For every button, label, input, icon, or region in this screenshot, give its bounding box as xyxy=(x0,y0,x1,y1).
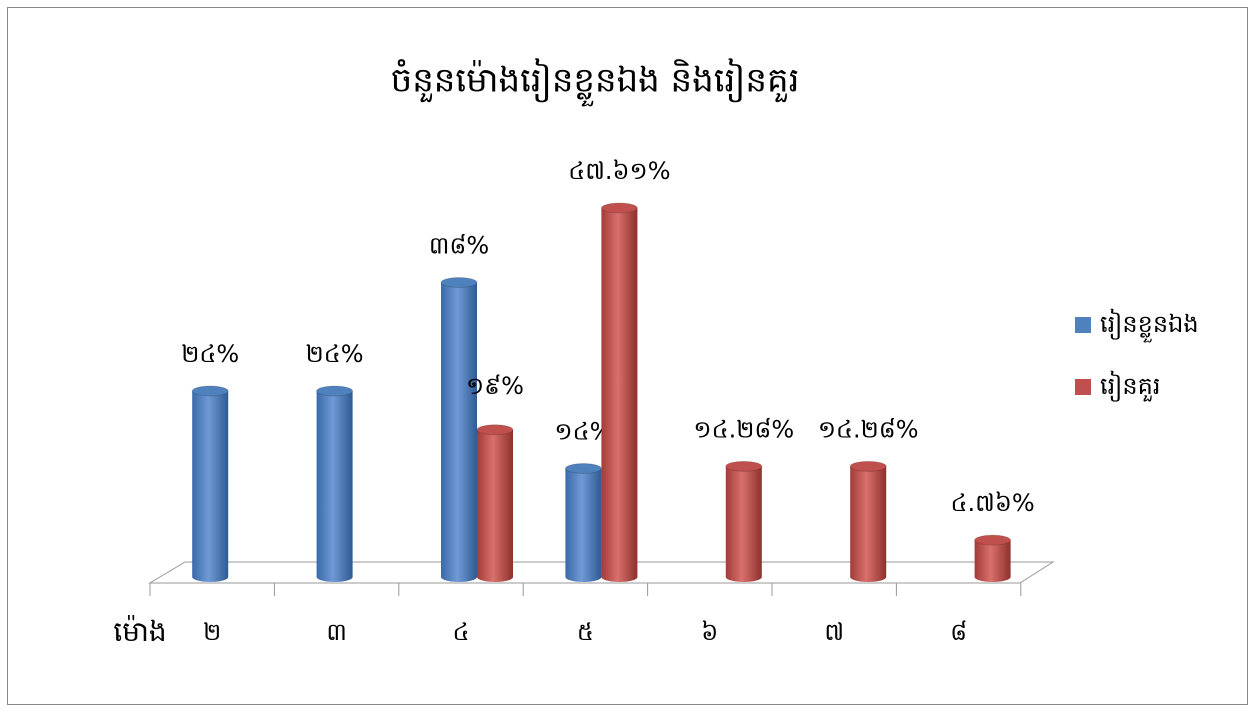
bar-top xyxy=(564,463,602,474)
bar xyxy=(316,385,354,582)
bar xyxy=(849,460,887,582)
bar-body xyxy=(316,391,353,577)
bar xyxy=(476,424,514,582)
data-label: ៤.៧៦% xyxy=(951,489,1035,517)
data-label: ៣៨% xyxy=(429,232,489,260)
data-label: ២៤% xyxy=(306,340,364,368)
bar-bottom xyxy=(601,572,638,582)
bar xyxy=(725,460,763,582)
bar-body xyxy=(601,208,638,577)
bar-bottom xyxy=(316,572,353,582)
legend-swatch xyxy=(1075,317,1091,333)
bar-bottom xyxy=(850,572,887,582)
x-tick-label: ៨ xyxy=(950,618,967,646)
bar-bottom xyxy=(477,572,513,582)
bar-body xyxy=(192,391,229,577)
data-label: ១៤.២៨% xyxy=(818,415,919,443)
x-axis-label: ម៉ោង xyxy=(113,615,166,648)
bar-top xyxy=(849,460,887,472)
bar-top xyxy=(476,424,514,436)
bar-top xyxy=(725,460,763,472)
bar-top xyxy=(316,385,354,397)
bar-top xyxy=(440,277,478,288)
bar-bottom xyxy=(441,572,477,582)
bar-body xyxy=(477,429,513,577)
data-label: ១៤.២៨% xyxy=(693,415,794,443)
bar-bottom xyxy=(192,572,229,582)
bar xyxy=(191,385,229,582)
bar-bottom xyxy=(974,572,1011,582)
bar xyxy=(564,463,602,582)
bar xyxy=(974,534,1012,582)
x-tick-label: ៧ xyxy=(824,618,844,646)
bar-bottom xyxy=(565,572,602,582)
x-tick-label: ២ xyxy=(203,618,221,646)
bar-top xyxy=(974,534,1012,546)
bar xyxy=(600,202,638,582)
legend-swatch xyxy=(1075,379,1091,395)
x-tick-label: ៥ xyxy=(577,618,594,646)
data-label: ១៩% xyxy=(466,372,524,400)
bar-body xyxy=(974,540,1011,577)
x-tick-label: ៣ xyxy=(326,618,347,646)
x-tick-label: ៤ xyxy=(453,618,470,646)
chart-title: ចំនួនម៉ោងរៀនខ្លួនឯង និងរៀនគួរ xyxy=(391,58,800,107)
bar-body xyxy=(850,466,887,577)
legend-label: រៀនខ្លួនឯង xyxy=(1100,308,1199,343)
bar-body xyxy=(565,468,602,577)
bar-bottom xyxy=(725,572,762,582)
data-label: ២៤% xyxy=(181,340,239,368)
legend-label: រៀនគួរ xyxy=(1100,370,1160,402)
bar-top xyxy=(600,202,638,214)
bar-top xyxy=(191,385,229,397)
data-label: ៤៧.៦១% xyxy=(568,157,670,185)
bar-body xyxy=(441,282,477,577)
x-tick-label: ៦ xyxy=(701,618,718,646)
bar xyxy=(440,277,478,582)
bar-body xyxy=(725,466,762,577)
